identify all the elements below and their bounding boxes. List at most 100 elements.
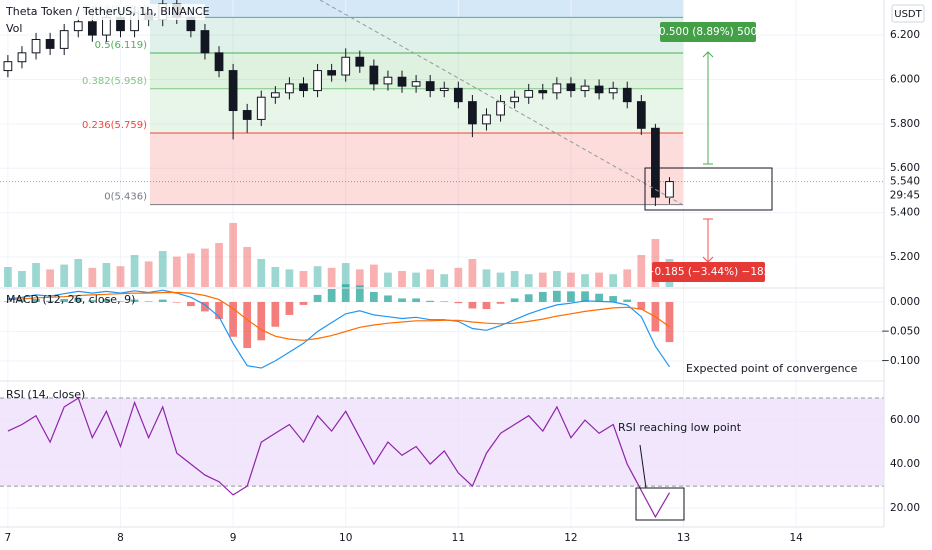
volume-bar	[637, 255, 646, 287]
title-bg	[0, 4, 205, 20]
volume-bar	[201, 248, 209, 287]
candle-body	[665, 181, 674, 198]
macd-title: MACD (12, 26, close, 9)	[6, 293, 135, 306]
macd-histogram-bar	[229, 301, 237, 337]
candle-body	[651, 127, 660, 198]
volume-bar	[327, 267, 336, 287]
volume-bar	[32, 263, 40, 287]
countdown-label: 29:45	[890, 190, 920, 202]
volume-bar	[482, 269, 491, 287]
x-tick-label: 13	[677, 532, 690, 544]
candle-body	[341, 56, 351, 76]
stop-badge	[652, 262, 765, 282]
x-tick-label: 12	[564, 532, 577, 544]
candle-body	[313, 70, 322, 92]
candle-body	[299, 83, 308, 92]
macd-histogram-bar	[637, 301, 646, 310]
target-arrow-head	[702, 51, 714, 58]
volume-bar	[384, 272, 392, 287]
macd-histogram-bar	[426, 300, 435, 302]
candle-body	[397, 76, 407, 87]
candle-body	[453, 87, 463, 103]
macd-histogram-bar	[581, 291, 589, 302]
candle-body	[622, 87, 632, 103]
volume-bar	[581, 274, 589, 287]
volume-bar	[609, 274, 618, 287]
x-tick-label: 14	[789, 532, 803, 544]
y-tick-label: 6.200	[890, 29, 920, 41]
fib-zone	[150, 132, 683, 205]
rsi-callout-line	[639, 444, 647, 489]
volume-bar	[426, 269, 435, 287]
rsi-highlight-box	[635, 487, 685, 521]
x-tick-label: 8	[117, 532, 124, 544]
macd-histogram-bar	[116, 301, 125, 302]
volume-bar	[88, 267, 97, 287]
volume-bar	[623, 269, 632, 287]
candle-body	[580, 85, 590, 92]
candle-body	[200, 30, 210, 54]
x-tick-label: 10	[339, 532, 352, 544]
currency-badge	[891, 4, 925, 23]
fib-label: 0.382(5.958)	[82, 76, 147, 87]
macd-histogram-bar	[313, 294, 322, 302]
macd-histogram-bar	[665, 301, 674, 343]
macd-histogram-bar	[32, 299, 40, 302]
macd-histogram-bar	[88, 300, 97, 302]
candle-body	[538, 90, 548, 94]
macd-histogram-bar	[172, 301, 181, 303]
macd-histogram-bar	[271, 301, 280, 327]
x-tick-label: 7	[5, 532, 12, 544]
candle-body	[73, 21, 83, 32]
rsi-annotation: RSI reaching low point	[618, 421, 742, 434]
volume-bar	[229, 223, 237, 287]
volume-bar	[440, 274, 449, 287]
candle-body	[256, 96, 266, 120]
candle-body	[496, 101, 505, 116]
plot-layer: 0.618(6.280)0.5(6.119)0.382(5.958)0.236(…	[0, 0, 884, 527]
volume-bar	[74, 259, 83, 287]
macd-histogram-bar	[384, 295, 392, 302]
volume-bar	[552, 271, 561, 287]
stop-label: −0.185 (−3.44%) −185	[646, 266, 771, 278]
macd-histogram-bar	[201, 301, 209, 312]
macd-histogram-bar	[595, 293, 603, 302]
macd-histogram-bar	[524, 294, 533, 302]
volume-bar	[454, 267, 463, 287]
candle-body	[17, 52, 27, 63]
candle-body	[411, 81, 421, 87]
macd-histogram-bar	[215, 301, 223, 320]
volume-bar	[355, 269, 364, 287]
candle-body	[242, 110, 252, 120]
x-tick-label: 11	[452, 532, 465, 544]
y-tick-label: 5.200	[890, 251, 920, 263]
volume-bar	[398, 271, 406, 287]
macd-annotation: Expected point of convergence	[686, 362, 858, 375]
volume-bar	[243, 247, 252, 287]
volume-bar	[116, 266, 125, 287]
candle-body	[608, 87, 618, 94]
macd-histogram-bar	[398, 298, 406, 302]
fib-label: 0.5(6.119)	[95, 40, 147, 51]
macd-histogram-bar	[46, 300, 54, 302]
macd-line	[7, 289, 670, 369]
candle-body	[439, 87, 449, 92]
macd-histogram-bar	[74, 297, 83, 302]
macd-histogram-bar	[510, 298, 519, 302]
volume-bar	[187, 253, 195, 287]
macd-histogram-bar	[285, 301, 294, 315]
fib-label: 0(5.436)	[104, 192, 147, 203]
chart-title: Theta Token / TetherUS, 1h, BINANCE	[5, 5, 210, 18]
candle-body	[270, 92, 280, 98]
volume-bar	[144, 261, 153, 287]
candle-body	[3, 61, 13, 72]
x-tick-label: 9	[230, 532, 237, 544]
y-tick-label: 5.400	[890, 207, 920, 219]
macd-histogram-bar	[609, 296, 618, 302]
candle-body	[425, 81, 435, 92]
volume-legend: Vol	[6, 22, 22, 35]
signal-line	[7, 291, 670, 341]
volume-bar	[341, 263, 350, 287]
candle-body	[636, 101, 646, 129]
candle-body	[355, 56, 365, 67]
